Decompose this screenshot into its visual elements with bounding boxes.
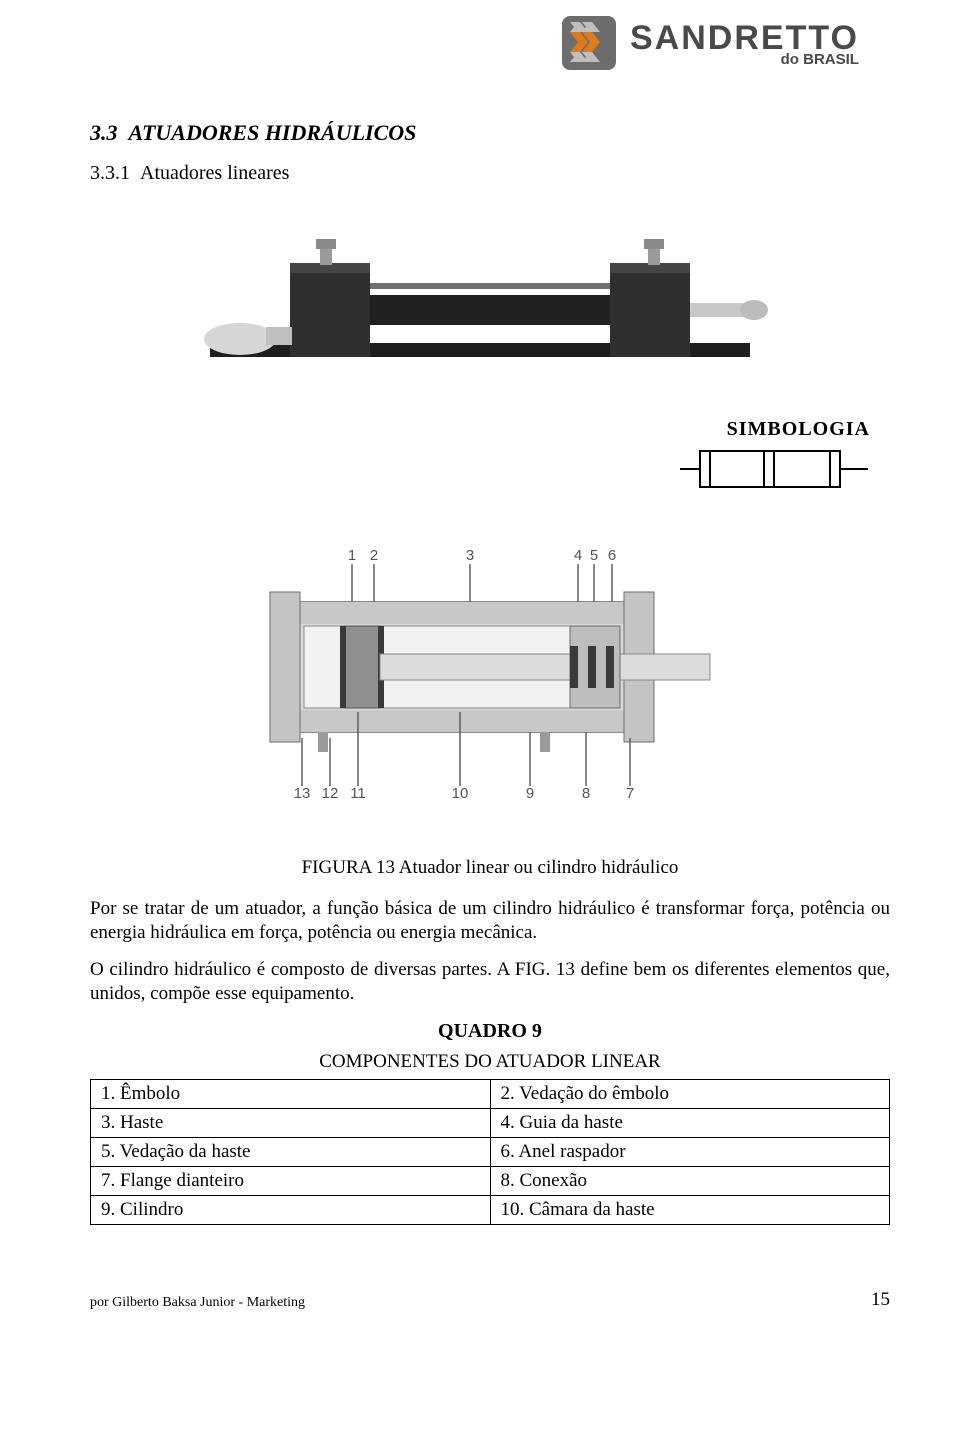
svg-text:5: 5 (590, 547, 598, 564)
body-paragraph: Por se tratar de um atuador, a função bá… (90, 897, 890, 946)
table-cell: 10. Câmara da haste (490, 1196, 890, 1225)
svg-text:12: 12 (322, 785, 339, 802)
page-number: 15 (871, 1289, 890, 1311)
table-row: 7. Flange dianteiro8. Conexão (91, 1167, 890, 1196)
brand-logo: SANDRETTO do BRASIL (560, 14, 900, 92)
subsection-number: 3.3.1 (90, 162, 130, 184)
table-cell: 6. Anel raspador (490, 1138, 890, 1167)
table-cell: 3. Haste (91, 1109, 491, 1138)
logo-chevrons-icon (560, 14, 618, 72)
table-cell: 1. Êmbolo (91, 1080, 491, 1109)
actuator-section-diagram: 1 2 3 4 5 6 (90, 542, 890, 827)
components-table: 1. Êmbolo2. Vedação do êmbolo 3. Haste4.… (90, 1079, 890, 1225)
subsection-heading: 3.3.1 Atuadores lineares (90, 162, 890, 185)
svg-text:8: 8 (582, 785, 590, 802)
svg-text:9: 9 (526, 785, 534, 802)
simbologia-block: SIMBOLOGIA (90, 418, 870, 502)
svg-text:6: 6 (608, 547, 616, 564)
svg-text:11: 11 (350, 785, 366, 802)
subsection-title: Atuadores lineares (140, 162, 289, 184)
svg-text:2: 2 (370, 547, 378, 564)
simbologia-symbol-icon (680, 441, 870, 497)
table-row: 3. Haste4. Guia da haste (91, 1109, 890, 1138)
svg-text:3: 3 (466, 547, 474, 564)
actuator-photo (90, 203, 890, 398)
quadro-title: QUADRO 9 (90, 1020, 890, 1043)
table-cell: 4. Guia da haste (490, 1109, 890, 1138)
section-number: 3.3 (90, 120, 118, 145)
svg-text:1: 1 (348, 547, 356, 564)
svg-text:4: 4 (574, 547, 582, 564)
svg-text:13: 13 (294, 785, 311, 802)
table-cell: 5. Vedação da haste (91, 1138, 491, 1167)
figure-caption: FIGURA 13 Atuador linear ou cilindro hid… (90, 857, 890, 879)
svg-text:7: 7 (626, 785, 634, 802)
quadro-subtitle: COMPONENTES DO ATUADOR LINEAR (90, 1051, 890, 1073)
table-cell: 7. Flange dianteiro (91, 1167, 491, 1196)
svg-text:10: 10 (452, 785, 469, 802)
table-cell: 9. Cilindro (91, 1196, 491, 1225)
section-title: ATUADORES HIDRÁULICOS (129, 120, 417, 145)
footer-author: por Gilberto Baksa Junior - Marketing (90, 1295, 305, 1311)
simbologia-label: SIMBOLOGIA (90, 418, 870, 441)
table-row: 1. Êmbolo2. Vedação do êmbolo (91, 1080, 890, 1109)
logo-brand-text: SANDRETTO (630, 23, 859, 53)
table-row: 5. Vedação da haste6. Anel raspador (91, 1138, 890, 1167)
body-paragraph: O cilindro hidráulico é composto de dive… (90, 958, 890, 1007)
table-row: 9. Cilindro10. Câmara da haste (91, 1196, 890, 1225)
table-cell: 2. Vedação do êmbolo (490, 1080, 890, 1109)
section-heading: 3.3 ATUADORES HIDRÁULICOS (90, 120, 890, 146)
table-cell: 8. Conexão (490, 1167, 890, 1196)
